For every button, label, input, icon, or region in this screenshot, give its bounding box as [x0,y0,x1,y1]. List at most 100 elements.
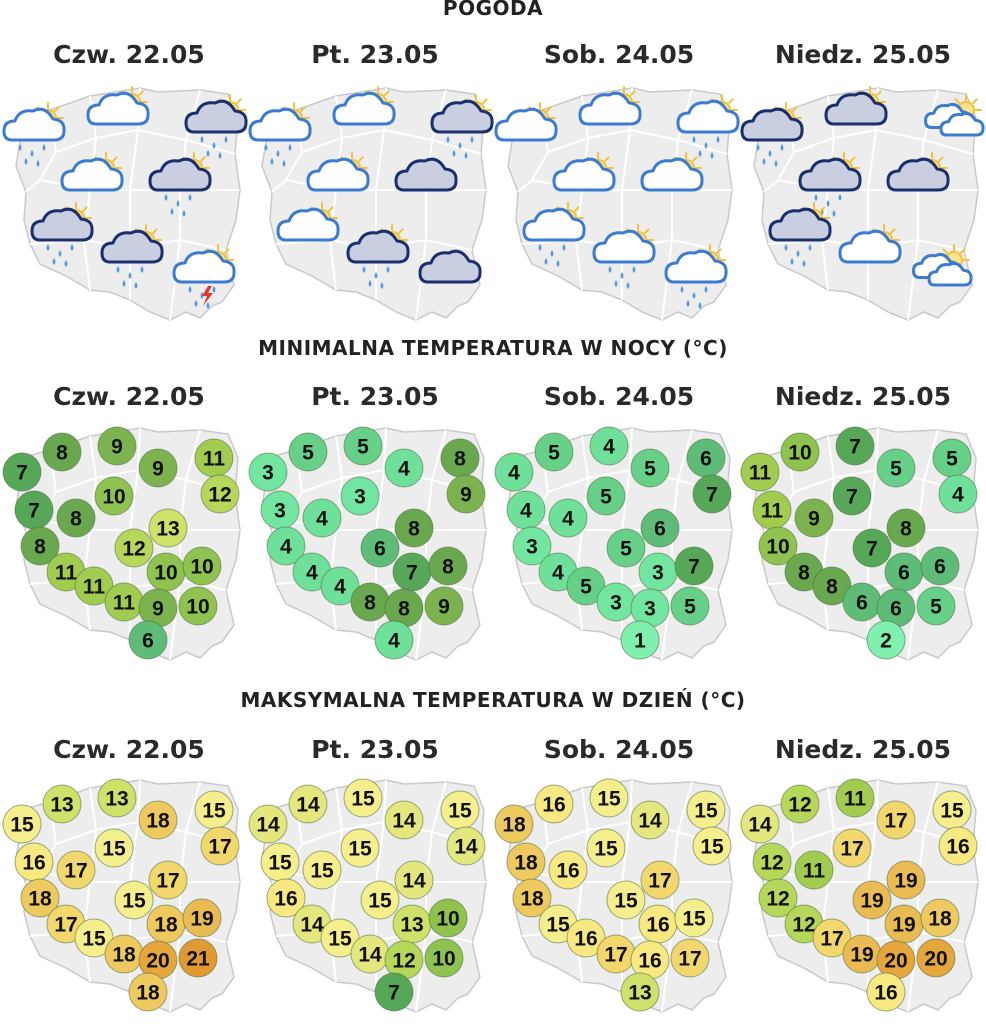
temp-value: 17 [604,944,627,967]
temp-value: 18 [514,852,538,875]
temp-value: 10 [190,556,213,579]
temp-value: 5 [930,596,942,619]
dark-cloud-sun-rain-icon [798,152,862,217]
temp-marker: 16 [630,940,670,980]
temp-marker: 12 [752,842,792,882]
weather-map-day-4 [740,86,985,321]
temp-marker: 6 [360,528,400,568]
temp-value: 3 [274,500,286,523]
temp-value: 10 [432,948,455,971]
temp-value: 14 [748,814,772,837]
temp-value: 5 [644,458,656,481]
temp-marker: 15 [586,828,626,868]
temp-marker: 16 [938,826,978,866]
temp-value: 17 [156,870,179,893]
temp-marker: 9 [97,426,137,466]
partly-cloudy-icon [838,224,902,264]
temp-marker: 12 [114,528,154,568]
temp-marker: 15 [260,842,300,882]
weather-day-label-4: Niedz. 25.05 [774,40,952,69]
temp-marker: 4 [506,490,546,530]
temp-marker: 15 [320,918,360,958]
temp-value: 18 [146,810,170,833]
temp-marker: 15 [932,790,972,830]
temp-value: 5 [946,448,958,471]
temp-value: 3 [262,462,274,485]
temp-marker: 15 [440,790,480,830]
temp-marker: 20 [138,940,178,980]
temp-value: 16 [646,914,669,937]
temp-marker: 6 [884,552,924,592]
temp-marker: 8 [384,588,424,628]
temp-value: 6 [142,630,154,653]
temp-value: 5 [357,436,369,459]
temp-marker: 13 [392,904,432,944]
weather-map-day-3 [494,86,740,321]
temp-marker: 18 [494,804,534,844]
temp-marker: 17 [56,850,96,890]
temp-value: 14 [454,836,478,859]
temp-value: 5 [620,538,632,561]
temp-marker: 9 [446,474,486,514]
temp-marker: 14 [740,804,780,844]
temp-value: 13 [156,518,179,541]
temp-value: 11 [203,448,226,471]
dark-cloud-sun-rain-icon [430,94,494,159]
temp-marker: 4 [302,498,342,538]
temp-marker: 3 [340,476,380,516]
temp-marker: 8 [56,498,96,538]
temp-marker: 7 [835,426,875,466]
max-temp-day-label-2: Pt. 23.05 [311,735,439,764]
temp-value: 14 [638,810,662,833]
temp-value: 16 [946,836,969,859]
temp-value: 4 [398,458,410,481]
temp-marker: 7 [14,490,54,530]
temp-marker: 6 [920,546,960,586]
temp-value: 6 [700,448,712,471]
temp-value: 19 [860,890,883,913]
temp-value: 15 [351,788,375,811]
temp-marker: 7 [852,528,892,568]
temp-value: 3 [526,536,538,559]
temp-value: 12 [788,794,811,817]
temp-value: 8 [826,576,838,599]
temp-marker: 10 [424,938,464,978]
temp-marker: 9 [794,498,834,538]
temp-marker: 12 [200,474,240,514]
temp-marker: 10 [428,898,468,938]
temp-value: 15 [700,836,724,859]
temp-marker: 8 [812,566,852,606]
temp-value: 7 [866,538,878,561]
partly-cloudy-icon [640,152,704,192]
min-temp-day-label-2: Pt. 23.05 [311,382,439,411]
temp-value: 13 [400,914,423,937]
temp-marker: 5 [670,586,710,626]
partly-cloudy-icon [306,152,370,192]
double-cloud-icon [912,244,973,287]
temp-value: 15 [202,800,226,823]
temp-marker: 15 [94,828,134,868]
temp-marker: 18 [146,904,186,944]
temp-marker: 4 [494,452,534,492]
temp-value: 4 [603,436,615,459]
temp-value: 8 [34,536,46,559]
temp-value: 4 [388,630,400,653]
temp-marker: 18 [506,842,546,882]
temp-value: 18 [154,914,178,937]
temp-value: 8 [454,448,466,471]
temp-value: 6 [654,518,666,541]
temp-marker: 12 [758,878,798,918]
temp-value: 12 [766,888,789,911]
temp-value: 12 [122,538,145,561]
dark-cloud-sun-rain-icon [184,94,248,159]
temp-value: 3 [644,598,656,621]
temp-marker: 5 [630,448,670,488]
temp-marker: 3 [638,552,678,592]
min-temp-day-label-3: Sob. 24.05 [543,382,695,411]
temp-value: 14 [296,794,320,817]
temp-marker: 5 [586,476,626,516]
temp-value: 8 [364,592,376,615]
